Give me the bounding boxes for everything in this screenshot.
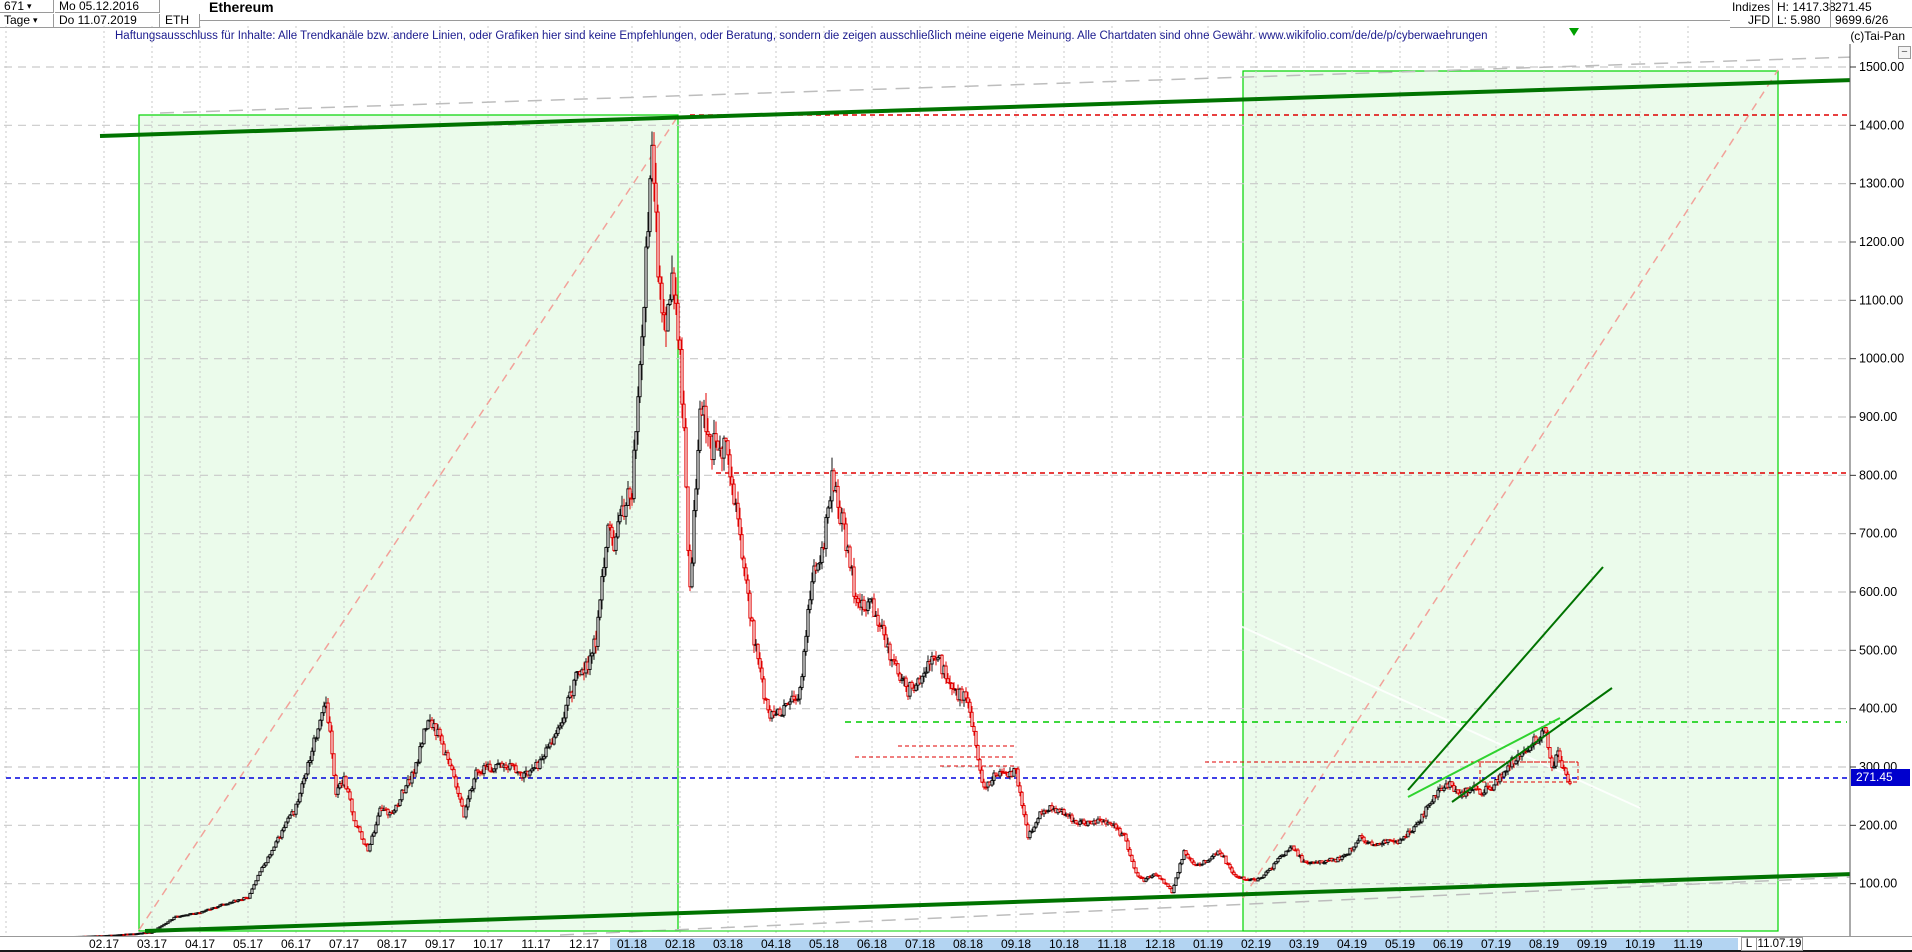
- x-axis-label: 02.17: [89, 937, 119, 951]
- x-axis-label: 08.18: [953, 937, 983, 951]
- divider: [1772, 0, 1773, 27]
- x-axis-label: 03.19: [1289, 937, 1319, 951]
- x-axis-label: 05.17: [233, 937, 263, 951]
- trend-channel-boxes: [138, 70, 1779, 932]
- y-axis-label: 1400.00: [1859, 118, 1904, 132]
- main-channel-upper: [99, 78, 1850, 138]
- y-axis: 1500.00 1400.00 1300.00 1200.00 1100.00 1000.…: [1849, 44, 1904, 936]
- last-price-badge: 271.45: [1851, 769, 1910, 786]
- divider: [0, 27, 200, 28]
- x-axis-label: 10.18: [1049, 937, 1079, 951]
- y-axis-label: 1300.00: [1859, 177, 1904, 191]
- main-channel-lower: [144, 872, 1850, 933]
- last-candle-marker-icon: [1569, 28, 1579, 36]
- y-axis-label: 1100.00: [1859, 293, 1903, 307]
- fan-line-box1: [138, 115, 679, 931]
- period-high: H: 1417.38: [1777, 0, 1836, 14]
- trend-channel-box: [1242, 70, 1779, 932]
- y-axis-label: 600.00: [1859, 585, 1897, 599]
- x-axis-label: 06.19: [1433, 937, 1463, 951]
- x-axis-label: 01.19: [1193, 937, 1223, 951]
- x-axis-label: 01.18: [617, 937, 647, 951]
- pale-resistance-line: [699, 379, 1641, 809]
- y-axis-label: 700.00: [1859, 527, 1897, 541]
- collapse-pane-button[interactable]: −: [1898, 46, 1911, 59]
- feed-label: JFD: [1748, 13, 1770, 27]
- x-axis-label: 09.17: [425, 937, 455, 951]
- mini-channel-inner: [1407, 717, 1561, 798]
- x-axis-label: 12.17: [569, 937, 599, 951]
- x-axis-label: 02.19: [1241, 937, 1271, 951]
- x-axis-label: 05.18: [809, 937, 839, 951]
- period-value: Tage: [4, 13, 31, 27]
- mini-channel-lower: [1451, 687, 1613, 803]
- mini-channel-upper: [1407, 566, 1604, 791]
- x-axis-label: 02.18: [665, 937, 695, 951]
- gray-channel-upper: [159, 56, 1850, 114]
- dropdown-arrow-icon: ▾: [27, 1, 32, 11]
- x-axis-label: 11.18: [1097, 937, 1126, 951]
- plot-area: [4, 26, 1850, 937]
- period-low: L: 5.980: [1777, 13, 1821, 27]
- y-axis-label: 100.00: [1859, 877, 1897, 891]
- header-volume-info: 9699.6/26: [1835, 13, 1889, 27]
- y-axis-label: 800.00: [1859, 468, 1897, 482]
- x-axis-label: 10.17: [473, 937, 503, 951]
- x-axis-label: 08.19: [1529, 937, 1559, 951]
- x-axis-label: 11.19: [1673, 937, 1702, 951]
- indices-label: Indizes: [1731, 0, 1770, 14]
- annotation-lines-under: [6, 56, 1850, 936]
- x-axis: 02.17 03.17 04.17 05.17 06.17 07.17 08.17 09.17…: [0, 936, 1912, 952]
- end-date-cell: Do 11.07.2019: [55, 14, 160, 27]
- divider: [1830, 0, 1831, 27]
- x-axis-label: 09.18: [1001, 937, 1031, 951]
- red-dashed-range-box: [1479, 761, 1579, 783]
- y-axis-label: 500.00: [1859, 643, 1897, 657]
- y-axis-label: 200.00: [1859, 818, 1897, 832]
- x-axis-label: 03.18: [713, 937, 743, 951]
- dropdown-arrow-icon: ▾: [33, 15, 38, 25]
- last-date-cell: 11.07.19: [1756, 937, 1803, 951]
- annotation-lines-over: [99, 78, 1850, 933]
- x-axis-label: 05.19: [1385, 937, 1415, 951]
- fan-line-box2: [1242, 69, 1779, 899]
- candles-layer: [12, 131, 1572, 937]
- x-axis-label: 08.17: [377, 937, 407, 951]
- x-axis-label: 11.17: [521, 937, 550, 951]
- timeline-selection-band[interactable]: [610, 938, 1738, 951]
- x-axis-label: 04.19: [1337, 937, 1367, 951]
- y-axis-label: 400.00: [1859, 702, 1897, 716]
- divider: [1730, 27, 1912, 28]
- x-axis-label: 06.18: [857, 937, 887, 951]
- y-axis-label: 1500.00: [1859, 60, 1904, 74]
- copyright-label: (c)Tai-Pan: [1850, 29, 1905, 43]
- x-axis-label: 12.18: [1145, 937, 1175, 951]
- bars-count-value: 671: [4, 0, 25, 13]
- header-last-price: 271.45: [1835, 0, 1872, 14]
- x-axis-label: 04.18: [761, 937, 791, 951]
- y-axis-label: 900.00: [1859, 410, 1897, 424]
- y-axis-label: 1200.00: [1859, 235, 1904, 249]
- x-axis-label: 07.18: [905, 937, 935, 951]
- x-axis-label: 04.17: [185, 937, 215, 951]
- disclaimer-text: Haftungsausschluss für Inhalte: Alle Tre…: [115, 30, 1488, 42]
- period-dropdown[interactable]: Tage ▾: [0, 14, 54, 27]
- x-axis-label: 10.19: [1625, 937, 1655, 951]
- x-axis-label: 09.19: [1577, 937, 1607, 951]
- last-marker-cell: L: [1741, 937, 1757, 951]
- gray-channel-lower: [559, 876, 1850, 936]
- instrument-title: Ethereum: [209, 0, 274, 15]
- start-date-cell: Mo 05.12.2016: [55, 0, 160, 13]
- bars-count-dropdown[interactable]: 671 ▾: [0, 0, 54, 13]
- x-axis-label: 06.17: [281, 937, 311, 951]
- symbol-cell: ETH: [161, 14, 200, 27]
- y-axis-label: 1000.00: [1859, 352, 1904, 366]
- x-axis-label: 03.17: [137, 937, 167, 951]
- x-axis-label: 07.17: [329, 937, 359, 951]
- x-axis-label: 07.19: [1481, 937, 1511, 951]
- gridlines-layer: [4, 26, 1849, 936]
- divider: [200, 20, 1730, 21]
